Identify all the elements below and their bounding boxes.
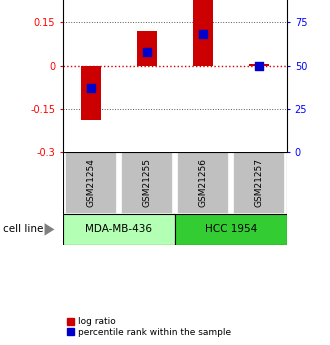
Bar <box>121 152 173 214</box>
Polygon shape <box>45 223 54 236</box>
Text: GSM21254: GSM21254 <box>86 158 95 207</box>
Legend: log ratio, percentile rank within the sample: log ratio, percentile rank within the sa… <box>67 317 231 337</box>
Bar <box>175 214 287 245</box>
Bar <box>233 152 285 214</box>
Text: cell line: cell line <box>3 225 44 234</box>
Bar <box>249 64 269 66</box>
Text: GSM21256: GSM21256 <box>198 158 208 207</box>
Bar <box>193 0 213 66</box>
Point <box>88 85 93 91</box>
Text: GSM21257: GSM21257 <box>254 158 264 207</box>
Bar <box>65 152 116 214</box>
Point <box>200 32 206 37</box>
Bar <box>137 31 157 66</box>
Text: MDA-MB-436: MDA-MB-436 <box>85 225 152 234</box>
Point <box>144 49 149 55</box>
Bar <box>177 152 229 214</box>
Point <box>256 63 262 68</box>
Text: HCC 1954: HCC 1954 <box>205 225 257 234</box>
Bar <box>81 66 101 120</box>
Bar <box>63 214 175 245</box>
Text: GSM21255: GSM21255 <box>142 158 151 207</box>
